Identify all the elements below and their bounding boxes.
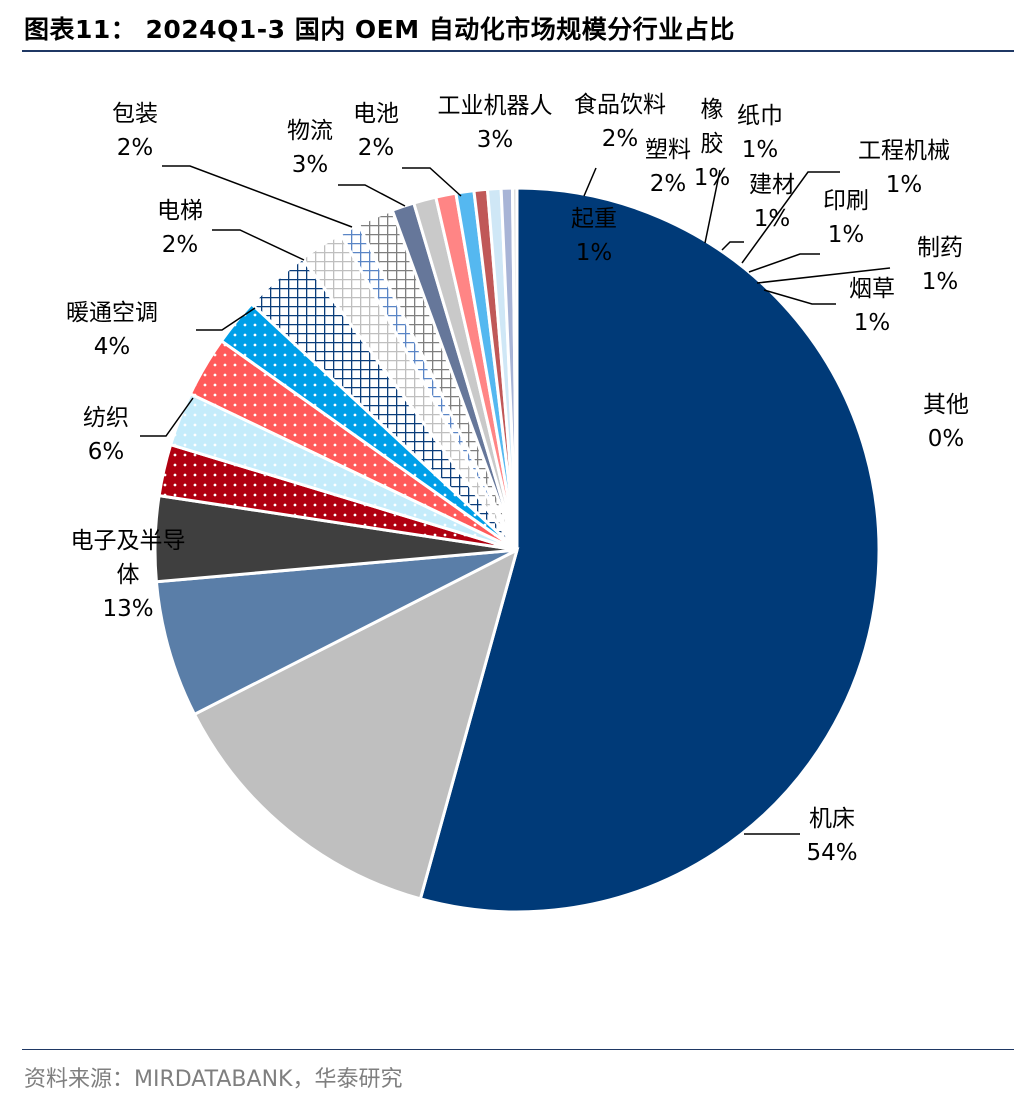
leader-line-7 xyxy=(338,184,406,207)
slice-name-label-7-1: 物流 xyxy=(287,118,333,144)
slice-name-label-14-1: 纸巾 xyxy=(737,103,783,129)
pie-slice-2 xyxy=(192,547,520,901)
title-rule xyxy=(22,50,1014,52)
chart-title: 图表11： 2024Q1-3 国内 OEM 自动化市场规模分行业占比 xyxy=(24,15,735,44)
leader-line-17 xyxy=(748,253,820,273)
leader-line-8 xyxy=(402,167,462,197)
slice-name-label-4-1: 暖通空调 xyxy=(66,300,158,326)
leader-line-19 xyxy=(763,289,836,305)
slice-name-label-2-2: 体 xyxy=(117,562,140,588)
slice-percent-label-17: 1% xyxy=(828,222,865,248)
slice-percent-label-1: 54% xyxy=(806,840,857,866)
slice-percent-label-12: 2% xyxy=(650,171,687,197)
slice-percent-label-2: 13% xyxy=(102,596,153,622)
slice-name-label-1-1: 机床 xyxy=(809,806,855,832)
pie-slice-1 xyxy=(418,186,881,914)
slice-name-label-6-1: 包装 xyxy=(112,101,158,127)
slice-percent-label-3: 6% xyxy=(88,439,125,465)
leader-line-3 xyxy=(140,397,194,437)
slice-percent-label-5: 2% xyxy=(162,232,199,258)
pie-slice-20 xyxy=(510,186,519,551)
slice-name-label-13-2: 胶 xyxy=(701,131,724,157)
source-rule xyxy=(22,1049,1014,1050)
slice-name-label-9-1: 工业机器人 xyxy=(438,93,553,119)
leader-line-14 xyxy=(704,169,721,244)
slice-name-label-13-1: 橡 xyxy=(701,97,724,123)
slice-percent-label-11: 1% xyxy=(576,240,613,266)
slice-percent-label-20: 0% xyxy=(928,426,965,452)
pie-slice-3 xyxy=(154,548,518,717)
leader-line-16 xyxy=(741,171,840,264)
leader-line-5 xyxy=(212,229,305,261)
slice-name-label-17-1: 印刷 xyxy=(823,188,869,214)
leader-line-4 xyxy=(196,307,256,331)
slice-percent-label-16: 1% xyxy=(886,172,923,198)
slice-name-label-2-1: 电子及半导 xyxy=(71,528,186,554)
slice-percent-label-15: 1% xyxy=(754,206,791,232)
slice-percent-label-8: 2% xyxy=(358,135,395,161)
slice-percent-label-19: 1% xyxy=(854,310,891,336)
slice-name-label-16-1: 工程机械 xyxy=(858,138,950,164)
slice-name-label-18-1: 制药 xyxy=(917,235,963,261)
source-note: 资料来源：MIRDATABANK，华泰研究 xyxy=(24,1067,403,1092)
slice-percent-label-14: 1% xyxy=(742,137,779,163)
slice-percent-label-13: 1% xyxy=(694,165,731,191)
leader-line-15 xyxy=(721,241,744,251)
slice-name-label-12-1: 塑料 xyxy=(645,137,691,163)
slice-name-label-20-1: 其他 xyxy=(923,392,969,418)
slice-percent-label-9: 3% xyxy=(477,127,514,153)
slice-percent-label-6: 2% xyxy=(117,135,154,161)
slice-name-label-19-1: 烟草 xyxy=(849,276,895,302)
slice-name-label-11-1: 起重 xyxy=(571,206,617,232)
leader-line-6 xyxy=(162,165,353,228)
slice-percent-label-10: 2% xyxy=(602,126,639,152)
leader-line-18 xyxy=(756,267,891,284)
slice-percent-label-4: 4% xyxy=(94,334,131,360)
slice-percent-label-18: 1% xyxy=(922,269,959,295)
slice-name-label-3-1: 纺织 xyxy=(83,405,129,431)
slice-name-label-15-1: 建材 xyxy=(749,172,795,198)
leader-line-10 xyxy=(583,167,597,197)
slice-name-label-8-1: 电池 xyxy=(353,101,399,127)
slice-name-label-10-1: 食品饮料 xyxy=(574,92,666,118)
slice-percent-label-7: 3% xyxy=(292,152,329,178)
slice-name-label-5-1: 电梯 xyxy=(157,198,203,224)
